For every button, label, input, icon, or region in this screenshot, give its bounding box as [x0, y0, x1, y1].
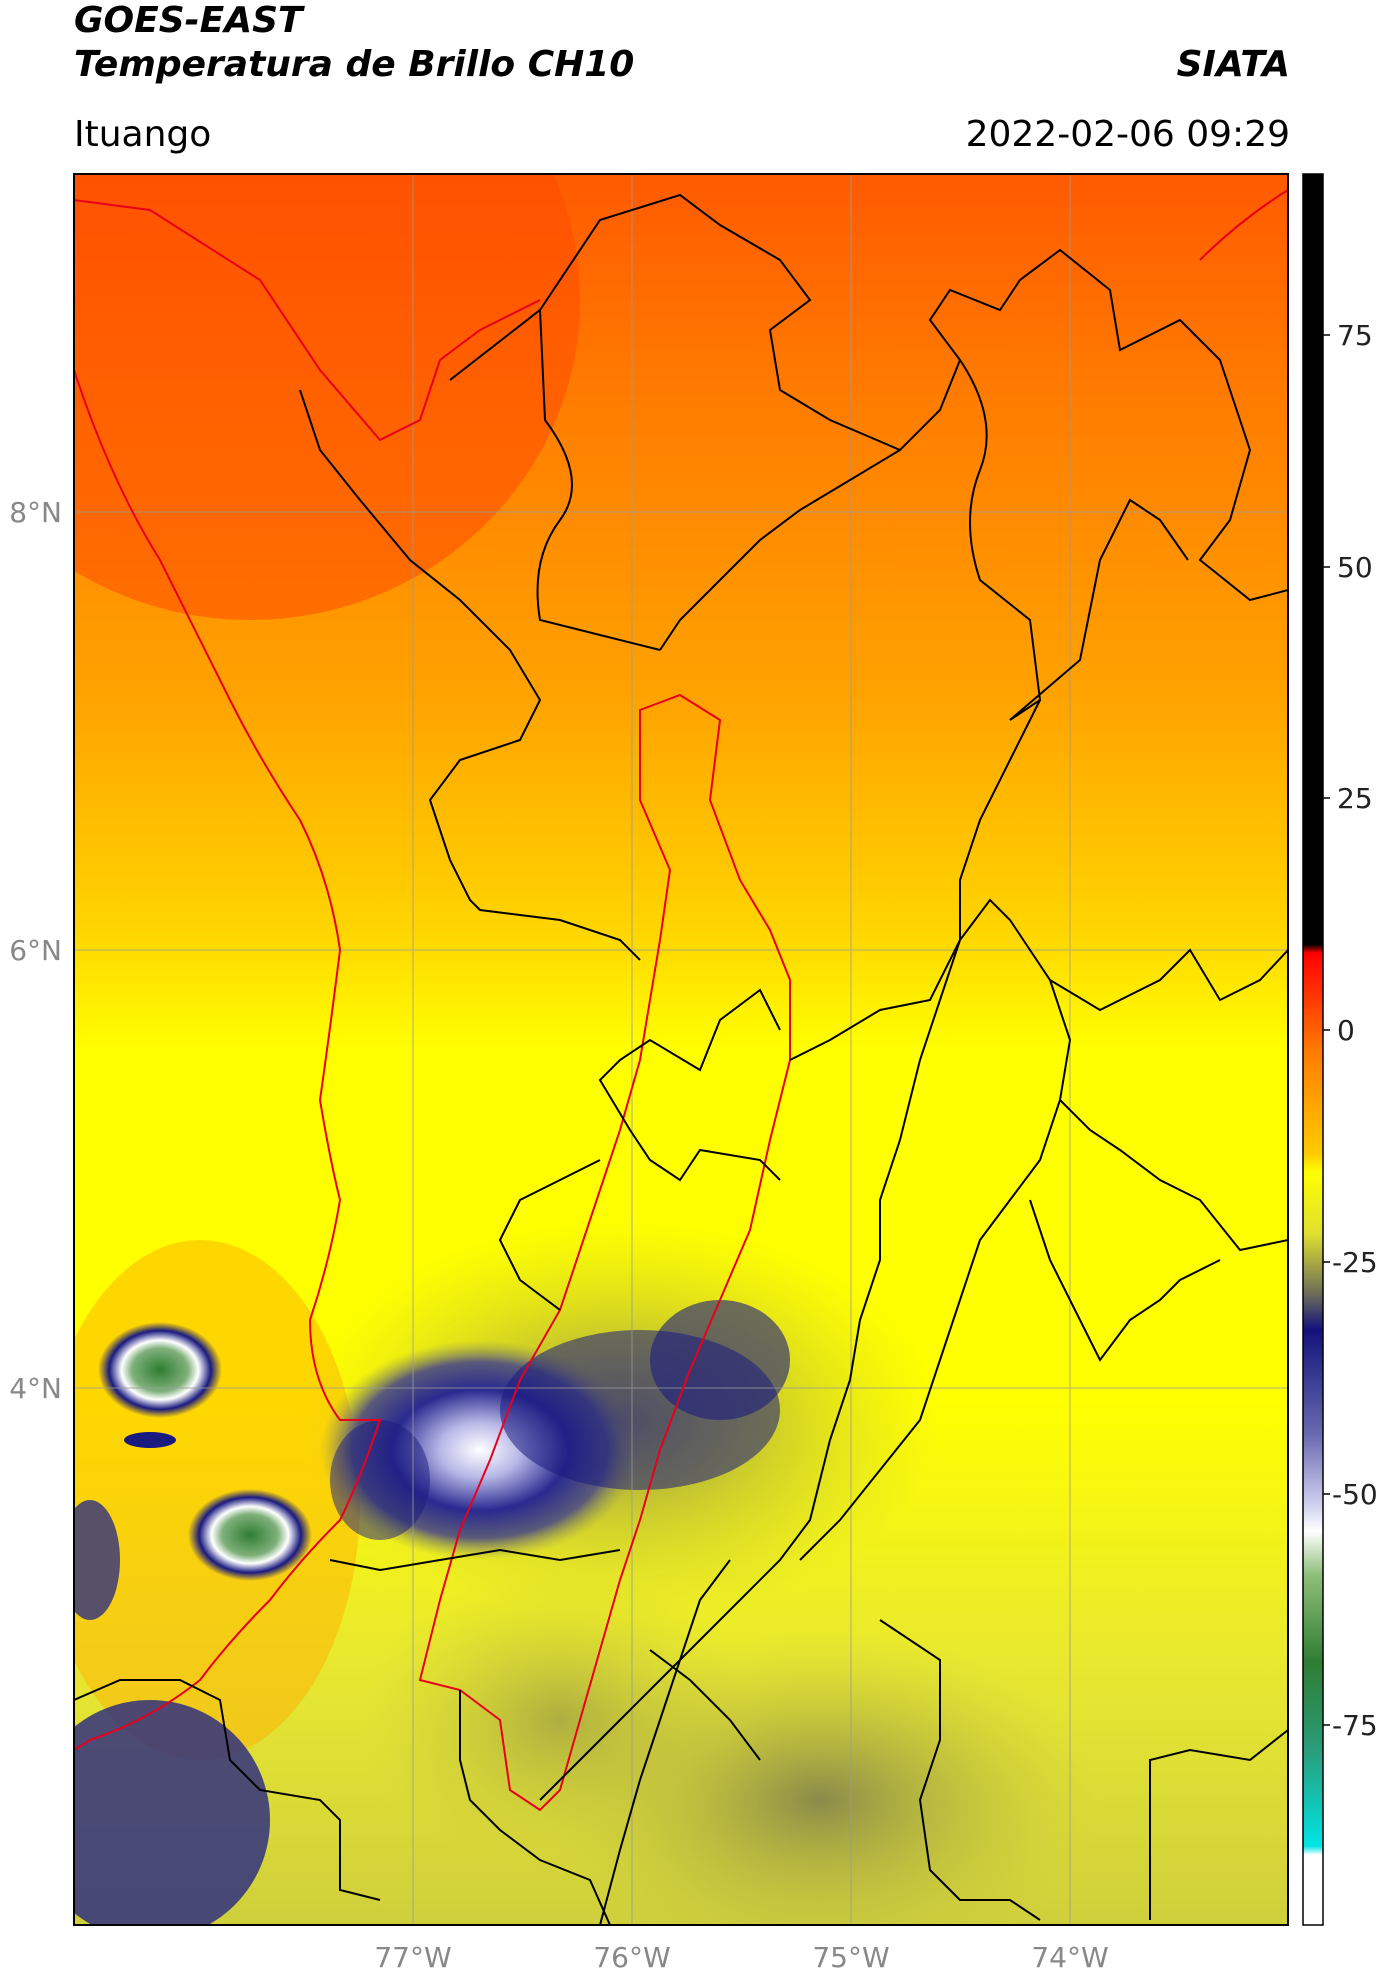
cb-label-m50: -50	[1332, 1478, 1378, 1511]
lat-tick-labels: 8°N 6°N 4°N	[9, 496, 62, 1405]
cb-label-25: 25	[1337, 782, 1373, 815]
colorbar-ticks	[1323, 334, 1330, 1726]
graticule	[74, 174, 1288, 1925]
cb-label-m25: -25	[1332, 1246, 1378, 1279]
cb-label-m75: -75	[1332, 1709, 1378, 1742]
lat-tick-8N: 8°N	[9, 496, 62, 529]
cold-cell-north	[98, 1322, 222, 1418]
satellite-title: GOES-EAST	[74, 0, 303, 41]
cold-cell-south	[188, 1489, 312, 1581]
lat-tick-6N: 6°N	[9, 934, 62, 967]
lon-tick-74W: 74°W	[1031, 1941, 1108, 1974]
product-title: Temperatura de Brillo CH10	[74, 44, 635, 85]
cb-label-50: 50	[1337, 551, 1373, 584]
colorbar-labels: 75 50 25 0 -25 -50 -75	[1332, 319, 1378, 1742]
cb-label-75: 75	[1337, 319, 1373, 352]
brand-label: SIATA	[1176, 44, 1290, 85]
lon-tick-labels: 77°W 76°W 75°W 74°W	[374, 1941, 1108, 1974]
lon-tick-75W: 75°W	[812, 1941, 889, 1974]
location-label: Ituango	[74, 114, 212, 155]
lat-tick-4N: 4°N	[9, 1372, 62, 1405]
black-boundaries	[74, 193, 1288, 1925]
map-frame	[73, 173, 1289, 1926]
lon-tick-77W: 77°W	[374, 1941, 451, 1974]
cb-label-0: 0	[1337, 1014, 1355, 1047]
colorbar	[1302, 173, 1324, 1926]
lon-tick-76W: 76°W	[593, 1941, 670, 1974]
datetime-label: 2022-02-06 09:29	[965, 114, 1290, 155]
